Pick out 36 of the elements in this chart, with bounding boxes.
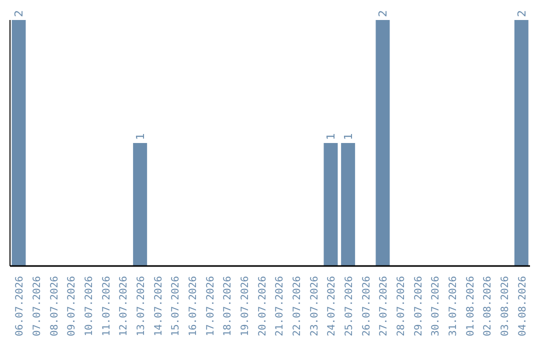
x-tick-label: 07.07.2026 (32, 276, 43, 336)
x-tick-label: 04.08.2026 (517, 276, 528, 336)
x-tick-label: 03.08.2026 (500, 276, 511, 336)
x-tick-label: 06.07.2026 (14, 276, 26, 336)
x-tick-label: 02.08.2026 (482, 276, 494, 336)
x-tick-label: 16.07.2026 (188, 276, 199, 336)
data-label: 2 (376, 10, 390, 17)
x-tick-label: 12.07.2026 (118, 276, 130, 336)
data-label: 1 (134, 133, 148, 140)
x-tick-label: 08.07.2026 (49, 276, 60, 336)
x-tick-label: 11.07.2026 (101, 276, 112, 336)
x-tick-label: 24.07.2026 (326, 276, 338, 336)
x-tick-label: 01.08.2026 (465, 276, 476, 336)
x-tick-label: 28.07.2026 (396, 276, 407, 336)
x-tick-label: 14.07.2026 (153, 276, 164, 336)
data-label: 2 (12, 10, 26, 17)
x-tick-label: 27.07.2026 (378, 276, 390, 336)
x-tick-label: 10.07.2026 (84, 276, 95, 336)
data-label: 1 (324, 133, 338, 140)
x-tick-label: 20.07.2026 (257, 276, 268, 336)
x-tick-label: 09.07.2026 (66, 276, 78, 336)
x-tick-label: 26.07.2026 (361, 276, 372, 336)
x-tick-label: 31.07.2026 (448, 276, 459, 336)
x-tick-label: 15.07.2026 (170, 276, 182, 336)
x-tick-label: 13.07.2026 (136, 276, 147, 336)
x-tick-label: 18.07.2026 (222, 276, 234, 336)
x-tick-label: 30.07.2026 (430, 276, 442, 336)
x-tick-label: 23.07.2026 (309, 276, 320, 336)
data-label: 2 (515, 10, 528, 17)
x-tick-label: 17.07.2026 (205, 276, 216, 336)
x-tick-label: 29.07.2026 (413, 276, 424, 336)
x-tick-label: 19.07.2026 (240, 276, 251, 336)
x-tick-label: 22.07.2026 (292, 276, 303, 336)
x-tick-label: 25.07.2026 (344, 276, 355, 336)
data-label: 1 (342, 133, 356, 140)
x-tick-label: 21.07.2026 (274, 276, 286, 336)
